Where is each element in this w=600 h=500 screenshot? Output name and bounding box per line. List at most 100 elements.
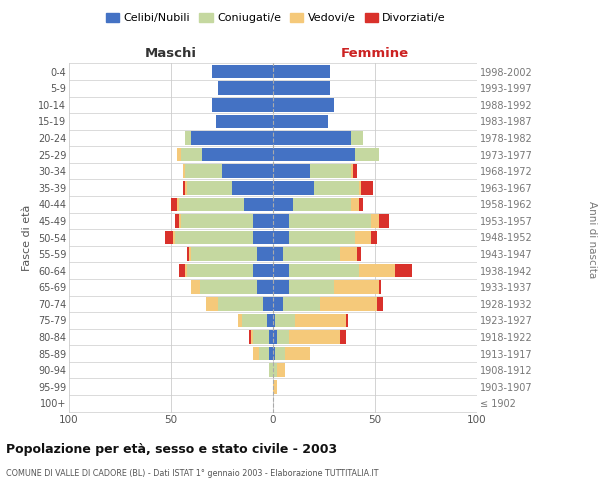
Bar <box>273 364 277 377</box>
Bar <box>359 198 363 211</box>
Bar <box>273 181 314 194</box>
Bar <box>238 314 242 327</box>
Bar <box>355 230 371 244</box>
Bar <box>273 347 275 360</box>
Bar <box>273 330 277 344</box>
Bar <box>273 380 277 394</box>
Bar <box>314 181 359 194</box>
Bar <box>242 314 267 327</box>
Bar <box>259 347 269 360</box>
Bar <box>293 198 350 211</box>
Bar <box>185 131 191 145</box>
Bar <box>251 330 253 344</box>
Bar <box>289 230 355 244</box>
Bar <box>253 330 269 344</box>
Bar <box>289 280 334 294</box>
Bar <box>289 330 340 344</box>
Bar <box>206 297 218 310</box>
Bar <box>179 198 244 211</box>
Bar <box>253 214 273 228</box>
Bar <box>273 248 283 261</box>
Bar <box>179 264 185 278</box>
Bar <box>257 248 273 261</box>
Bar <box>273 214 289 228</box>
Bar <box>181 148 202 162</box>
Bar <box>273 148 355 162</box>
Bar <box>340 248 356 261</box>
Bar <box>359 181 361 194</box>
Bar <box>212 65 273 78</box>
Bar <box>346 314 349 327</box>
Bar <box>273 82 330 95</box>
Bar <box>191 280 200 294</box>
Bar <box>377 297 383 310</box>
Bar <box>273 297 283 310</box>
Bar <box>350 131 363 145</box>
Bar <box>177 148 181 162</box>
Bar <box>222 164 273 178</box>
Text: Popolazione per età, sesso e stato civile - 2003: Popolazione per età, sesso e stato civil… <box>6 442 337 456</box>
Bar <box>218 82 273 95</box>
Bar <box>289 214 371 228</box>
Bar <box>185 164 222 178</box>
Bar <box>350 164 353 178</box>
Bar <box>275 314 295 327</box>
Bar <box>353 164 356 178</box>
Bar <box>269 347 273 360</box>
Bar <box>257 280 273 294</box>
Bar <box>218 297 263 310</box>
Y-axis label: Fasce di età: Fasce di età <box>22 204 32 270</box>
Bar <box>191 248 257 261</box>
Legend: Celibi/Nubili, Coniugati/e, Vedovi/e, Divorziati/e: Celibi/Nubili, Coniugati/e, Vedovi/e, Di… <box>101 8 451 28</box>
Bar <box>165 230 173 244</box>
Bar <box>263 297 273 310</box>
Bar <box>273 314 275 327</box>
Bar <box>277 330 289 344</box>
Bar <box>350 198 359 211</box>
Bar <box>340 330 346 344</box>
Bar <box>187 181 232 194</box>
Bar <box>269 364 273 377</box>
Bar <box>273 114 328 128</box>
Bar <box>273 98 334 112</box>
Text: Maschi: Maschi <box>145 47 197 60</box>
Bar <box>183 164 185 178</box>
Bar <box>179 214 181 228</box>
Bar <box>273 280 289 294</box>
Bar <box>273 230 289 244</box>
Bar <box>310 164 350 178</box>
Bar <box>216 114 273 128</box>
Bar <box>185 264 187 278</box>
Bar <box>371 214 379 228</box>
Bar <box>359 264 395 278</box>
Bar <box>171 198 177 211</box>
Bar <box>361 181 373 194</box>
Bar <box>175 214 179 228</box>
Bar <box>202 148 273 162</box>
Bar <box>379 280 381 294</box>
Bar <box>356 248 361 261</box>
Bar <box>273 198 293 211</box>
Bar <box>273 264 289 278</box>
Bar <box>200 280 257 294</box>
Bar <box>244 198 273 211</box>
Bar <box>175 230 253 244</box>
Bar <box>267 314 273 327</box>
Bar <box>371 230 377 244</box>
Bar <box>177 198 179 211</box>
Bar <box>253 264 273 278</box>
Bar <box>273 164 310 178</box>
Bar <box>334 280 379 294</box>
Bar <box>253 347 259 360</box>
Bar <box>283 297 320 310</box>
Bar <box>273 65 330 78</box>
Bar <box>190 248 191 261</box>
Text: Anni di nascita: Anni di nascita <box>587 202 597 278</box>
Bar <box>277 364 285 377</box>
Bar <box>273 131 350 145</box>
Bar <box>269 330 273 344</box>
Bar <box>395 264 412 278</box>
Bar <box>285 347 310 360</box>
Text: COMUNE DI VALLE DI CADORE (BL) - Dati ISTAT 1° gennaio 2003 - Elaborazione TUTTI: COMUNE DI VALLE DI CADORE (BL) - Dati IS… <box>6 468 379 477</box>
Bar <box>275 347 285 360</box>
